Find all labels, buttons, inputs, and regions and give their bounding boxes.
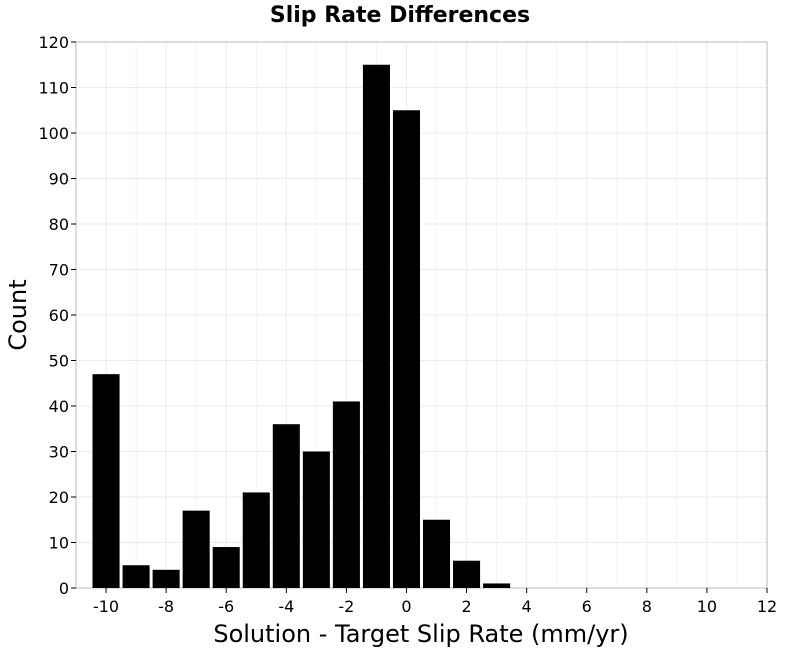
- y-tick-label: 70: [49, 261, 69, 280]
- x-tick-label: 8: [642, 597, 652, 616]
- y-tick-label: 80: [49, 215, 69, 234]
- y-tick-label: 10: [49, 534, 69, 553]
- y-tick-label: 0: [59, 579, 69, 598]
- x-tick-label: 6: [582, 597, 592, 616]
- x-tick-label: 10: [697, 597, 717, 616]
- x-axis-label: Solution - Target Slip Rate (mm/yr): [213, 620, 628, 648]
- bar: [362, 64, 390, 588]
- x-tick-label: 12: [757, 597, 777, 616]
- x-tick-label: 0: [401, 597, 411, 616]
- bars-group: [92, 64, 511, 588]
- bar: [242, 492, 270, 588]
- y-axis-ticks: 0 10 20 30 40 50 60 70 80 90 100 110 120: [38, 33, 76, 598]
- y-tick-label: 100: [38, 124, 69, 143]
- bar: [272, 424, 300, 588]
- bar: [212, 547, 240, 588]
- bar: [332, 401, 360, 588]
- x-tick-label: -10: [93, 597, 119, 616]
- bar: [122, 565, 150, 588]
- chart-title: Slip Rate Differences: [270, 3, 530, 28]
- y-tick-label: 120: [38, 33, 69, 52]
- x-tick-label: 4: [522, 597, 532, 616]
- x-tick-label: 2: [461, 597, 471, 616]
- bar: [423, 519, 451, 588]
- y-tick-label: 50: [49, 352, 69, 371]
- x-axis-ticks: -10 -8 -6 -4 -2 0 2 4 6 8 10 12: [93, 588, 777, 616]
- y-tick-label: 90: [49, 170, 69, 189]
- x-tick-label: -2: [338, 597, 354, 616]
- y-tick-label: 60: [49, 306, 69, 325]
- x-tick-label: -8: [158, 597, 174, 616]
- bar: [92, 374, 120, 588]
- y-tick-label: 30: [49, 443, 69, 462]
- x-tick-label: -4: [278, 597, 294, 616]
- y-tick-label: 40: [49, 397, 69, 416]
- grid-lines: [75, 41, 768, 589]
- bar: [302, 451, 330, 588]
- y-tick-label: 110: [38, 79, 69, 98]
- bar: [182, 510, 210, 588]
- y-tick-label: 20: [49, 488, 69, 507]
- bar: [152, 569, 180, 588]
- y-axis-label: Count: [4, 279, 32, 350]
- bar: [453, 560, 481, 588]
- bar: [483, 583, 511, 588]
- x-tick-label: -6: [218, 597, 234, 616]
- bar: [392, 110, 420, 588]
